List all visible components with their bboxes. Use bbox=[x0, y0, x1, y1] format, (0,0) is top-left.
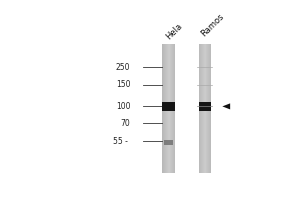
Bar bbox=[169, 44, 170, 173]
Bar bbox=[201, 44, 202, 173]
Bar bbox=[210, 44, 211, 173]
Text: 250: 250 bbox=[116, 63, 130, 72]
Bar bbox=[200, 44, 201, 173]
Text: Ramos: Ramos bbox=[199, 12, 226, 39]
Bar bbox=[207, 44, 208, 173]
Bar bbox=[203, 44, 204, 173]
Bar bbox=[163, 102, 175, 111]
Bar bbox=[170, 44, 171, 173]
Bar bbox=[199, 102, 211, 111]
Bar bbox=[163, 44, 164, 173]
Bar bbox=[168, 44, 169, 173]
Bar bbox=[199, 44, 200, 173]
Bar bbox=[169, 44, 170, 173]
Text: 70: 70 bbox=[121, 119, 130, 128]
Bar bbox=[171, 44, 172, 173]
Bar bbox=[204, 44, 205, 173]
Text: 100: 100 bbox=[116, 102, 130, 111]
Bar bbox=[202, 44, 203, 173]
Bar bbox=[164, 140, 173, 145]
Text: Hela: Hela bbox=[164, 22, 184, 42]
Bar bbox=[173, 44, 174, 173]
Text: 55 -: 55 - bbox=[113, 137, 128, 146]
Bar bbox=[206, 44, 207, 173]
Bar bbox=[172, 44, 173, 173]
Bar bbox=[165, 44, 166, 173]
Bar bbox=[174, 44, 175, 173]
Text: 150: 150 bbox=[116, 80, 130, 89]
Polygon shape bbox=[222, 103, 230, 109]
Bar bbox=[208, 44, 209, 173]
Bar bbox=[205, 44, 206, 173]
Bar bbox=[167, 44, 168, 173]
Bar bbox=[166, 44, 167, 173]
Bar bbox=[209, 44, 210, 173]
Bar bbox=[164, 44, 165, 173]
